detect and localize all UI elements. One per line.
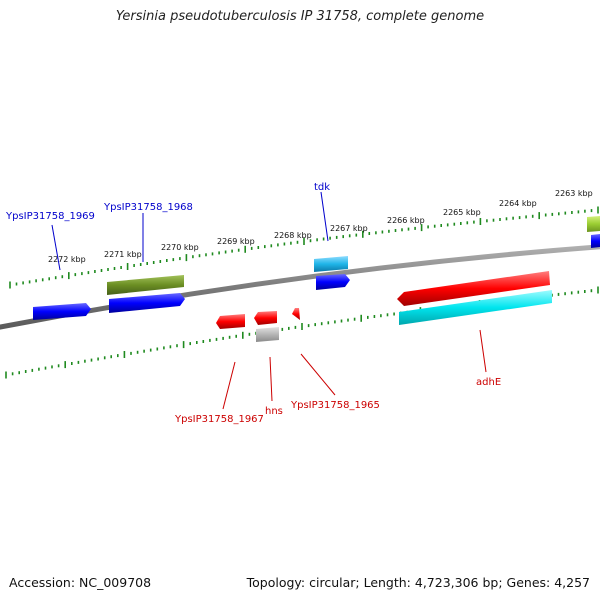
leader-line [320,191,329,242]
lime-band-right[interactable] [587,216,600,232]
leader-line [51,224,61,271]
gene-label-ypsip31758-1967[interactable]: YpsIP31758_1967 [174,414,264,425]
red-gene-hns[interactable] [254,311,277,325]
lightblue-band-tdk[interactable] [314,256,348,272]
scale-labels: 2272 kbp 2271 kbp 2270 kbp 2269 kbp 2268… [48,189,593,264]
olive-band[interactable] [107,275,184,295]
forward-strand-features [33,216,600,320]
reverse-strand-features [216,271,552,342]
scale-label: 2266 kbp [387,216,425,225]
scale-label: 2270 kbp [161,243,199,252]
cyan-band-adhe[interactable] [399,290,552,325]
scale-label: 2269 kbp [217,237,255,246]
red-gene-1967[interactable] [216,314,245,329]
genome-summary-text: Topology: circular; Length: 4,723,306 bp… [246,575,590,590]
gene-label-tdk[interactable]: tdk [314,182,330,193]
blue-gene-right[interactable] [591,234,600,248]
gene-label-adhe[interactable]: adhE [476,377,501,388]
blue-gene-tdk[interactable] [316,274,350,290]
accession-text: Accession: NC_009708 [9,575,152,590]
blue-gene-1969[interactable] [33,303,91,320]
scale-label: 2272 kbp [48,255,86,264]
map-title: Yersinia pseudotuberculosis IP 31758, co… [115,9,485,24]
gene-label-ypsip31758-1965[interactable]: YpsIP31758_1965 [290,400,380,411]
scale-label: 2264 kbp [499,199,537,208]
red-gene-1965[interactable] [292,308,300,320]
leader-line [222,361,236,410]
gene-label-hns[interactable]: hns [265,406,283,417]
gene-label-ypsip31758-1968[interactable]: YpsIP31758_1968 [103,202,193,213]
inner-scale-ruler [5,286,599,379]
blue-gene-1968[interactable] [109,293,185,313]
outer-scale-ruler [9,206,599,289]
gene-labels: YpsIP31758_1969 YpsIP31758_1968 tdk YpsI… [5,182,501,425]
scale-label: 2265 kbp [443,208,481,217]
scale-label: 2267 kbp [330,224,368,233]
label-leader-lines [51,191,487,410]
leader-line [300,353,336,396]
leader-line [479,329,487,373]
red-gene-adhe[interactable] [397,271,550,306]
leader-line [269,356,273,402]
scale-label: 2268 kbp [274,231,312,240]
gray-band-hns[interactable] [256,327,279,342]
scale-label: 2271 kbp [104,250,142,259]
scale-label: 2263 kbp [555,189,593,198]
gene-label-ypsip31758-1969[interactable]: YpsIP31758_1969 [5,211,95,222]
